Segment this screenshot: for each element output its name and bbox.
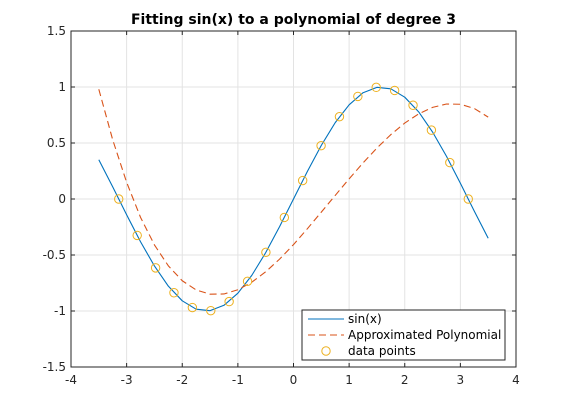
- series-layer: [98, 82, 489, 316]
- y-tick-label: 1.5: [47, 24, 66, 38]
- data-point-marker: [242, 276, 253, 287]
- legend-label: sin(x): [348, 312, 382, 326]
- data-point-marker: [297, 175, 308, 186]
- x-tick-label: 3: [457, 373, 465, 387]
- data-point-marker: [334, 111, 345, 122]
- data-point-marker: [261, 247, 271, 258]
- y-tick-label: -1: [54, 304, 66, 318]
- x-tick-label: -3: [121, 373, 133, 387]
- data-point-marker: [206, 305, 216, 316]
- y-tick-label: 0: [58, 192, 66, 206]
- x-tick-label: -4: [65, 373, 77, 387]
- x-tick-label: 4: [512, 373, 520, 387]
- data-point-marker: [389, 85, 400, 96]
- data-point-marker: [169, 288, 179, 298]
- tick-layer: -4 -3 -2 -1 0 1 2 3 4 -1.5 -1 -0.5 0 0.5 1 1.5: [43, 24, 520, 387]
- data-point-marker: [150, 263, 161, 273]
- data-point-marker: [463, 194, 473, 204]
- x-tick-label: 2: [401, 373, 409, 387]
- y-tick-label: 1: [58, 80, 66, 94]
- data-point-marker: [187, 302, 198, 313]
- approx-polynomial-line: [98, 89, 489, 295]
- y-tick-label: -0.5: [43, 248, 66, 262]
- x-tick-label: -2: [176, 373, 188, 387]
- x-tick-label: -1: [232, 373, 244, 387]
- x-tick-label: 1: [345, 373, 353, 387]
- y-tick-label: -1.5: [43, 360, 66, 374]
- data-point-marker: [224, 296, 234, 307]
- legend-label: data points: [348, 344, 416, 358]
- legend: sin(x) Approximated Polynomial data points: [301, 309, 506, 361]
- chart-title: Fitting sin(x) to a polynomial of degree…: [131, 12, 456, 28]
- data-point-marker: [445, 157, 455, 168]
- data-point-marker: [279, 212, 290, 223]
- data-point-marker: [132, 230, 142, 241]
- data-point-marker: [371, 82, 381, 93]
- legend-label: Approximated Polynomial: [348, 328, 501, 342]
- data-point-marker: [353, 91, 363, 102]
- data-point-marker: [426, 125, 437, 135]
- data-point-marker: [114, 194, 124, 204]
- y-tick-label: 0.5: [47, 136, 66, 150]
- legend-marker: [321, 346, 331, 356]
- x-tick-label: 0: [290, 373, 298, 387]
- data-point-marker: [408, 100, 418, 110]
- data-point-marker: [316, 140, 326, 151]
- sin-line: [98, 86, 489, 312]
